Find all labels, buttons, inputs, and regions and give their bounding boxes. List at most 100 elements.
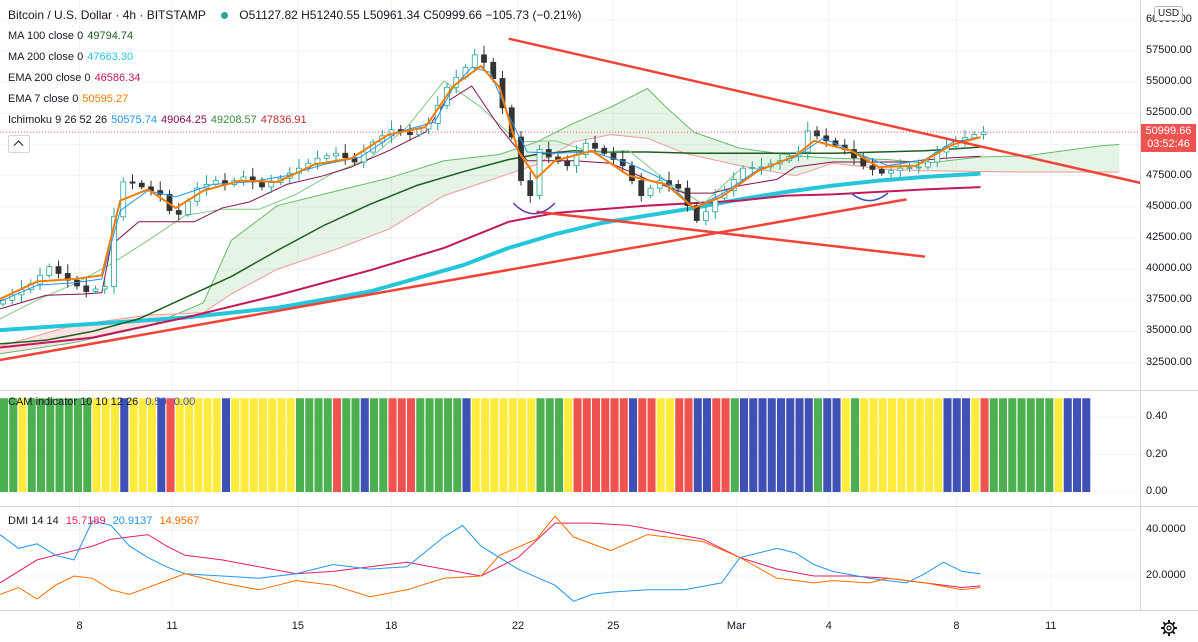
time-axis-label: 22 xyxy=(511,620,525,632)
cam-value: 0.00 xyxy=(173,396,196,408)
cam-bar xyxy=(240,398,249,492)
cam-bar xyxy=(259,398,268,492)
price-axis-label: 45000.00 xyxy=(1146,199,1192,212)
cam-bar xyxy=(573,398,582,492)
cam-bar xyxy=(9,398,18,492)
cam-bar xyxy=(277,398,286,492)
price-axis-label: 37500.00 xyxy=(1146,293,1192,306)
cam-bar xyxy=(92,398,101,492)
pane-separator[interactable] xyxy=(0,506,1198,507)
candle-body xyxy=(878,169,885,174)
indicator-value: 49208.57 xyxy=(210,114,257,126)
main-plot-area xyxy=(0,37,1140,362)
senkou-span-b-line xyxy=(0,134,1120,347)
candle-body xyxy=(46,266,53,276)
time-axis-label: 8 xyxy=(953,620,960,632)
ichimoku-cloud xyxy=(180,88,1120,314)
currency-badge[interactable]: USD xyxy=(1154,6,1184,21)
cam-bar xyxy=(231,398,240,492)
cam-bar xyxy=(323,398,332,492)
cam-bar xyxy=(416,398,425,492)
indicator-value: 49794.74 xyxy=(87,30,134,42)
trendline xyxy=(0,198,907,362)
cam-bar xyxy=(693,398,702,492)
candle-body xyxy=(869,165,876,170)
cam-bar xyxy=(453,398,462,492)
gear-icon[interactable] xyxy=(1160,619,1178,637)
cam-bar xyxy=(712,398,721,492)
collapse-legend-button[interactable] xyxy=(8,135,30,153)
indicator-value: 46586.34 xyxy=(94,72,141,84)
cam-bar xyxy=(471,398,480,492)
candle-body xyxy=(915,166,922,169)
candle-body xyxy=(592,142,598,149)
last-price-tag: 50999.66 03:52:46 xyxy=(1141,124,1196,153)
candle-body xyxy=(314,157,321,164)
time-axis-border xyxy=(0,610,1198,611)
dmi-value: 20.9137 xyxy=(112,515,153,527)
cam-bar xyxy=(878,398,887,492)
time-axis-label: Mar xyxy=(726,620,746,632)
cam-bar xyxy=(545,398,554,492)
indicator-legend-row[interactable]: EMA 200 close 0 46586.34 xyxy=(8,71,140,85)
cam-bar xyxy=(249,398,258,492)
cam-bar xyxy=(101,398,110,492)
dmi-pane xyxy=(0,515,981,602)
cam-bar xyxy=(656,398,665,492)
candle-body xyxy=(647,187,654,197)
dmi-legend[interactable]: DMI 14 14 15.7189 20.9137 14.9567 xyxy=(8,514,199,528)
cam-axis-label: 0.00 xyxy=(1146,485,1168,497)
indicator-legend-row[interactable]: Ichimoku 9 26 52 26 50575.74 49064.25 49208… xyxy=(8,113,307,127)
candle-body xyxy=(906,167,913,169)
candle-body xyxy=(693,205,700,221)
cam-bar xyxy=(407,398,416,492)
cam-bar xyxy=(499,398,508,492)
price-axis-label: 35000.00 xyxy=(1146,324,1192,337)
candle-body xyxy=(666,180,672,185)
candle-body xyxy=(638,180,645,197)
candle-body xyxy=(92,288,99,292)
cam-bar xyxy=(305,398,314,492)
cam-bar xyxy=(175,398,184,492)
time-axis-label: 15 xyxy=(291,620,304,632)
cam-bar xyxy=(444,398,453,492)
indicator-label: EMA 200 close 0 xyxy=(8,72,91,84)
cam-value: 0.50 xyxy=(145,396,167,408)
cam-bar xyxy=(18,398,27,492)
cam-bar xyxy=(823,398,832,492)
cam-bar xyxy=(342,398,351,492)
cam-bar xyxy=(157,398,166,492)
pane-separator[interactable] xyxy=(0,390,1198,391)
cam-bar xyxy=(490,398,499,492)
cam-axis-label: 0.40 xyxy=(1146,410,1168,422)
candle-body xyxy=(129,181,136,184)
indicator-value: 49064.25 xyxy=(160,114,207,126)
candle-body xyxy=(55,266,62,274)
cam-legend[interactable]: CAM indicator 10 10 12 26 0.50 0.00 xyxy=(8,395,195,409)
lagging-span-line xyxy=(0,80,741,320)
cam-bar xyxy=(952,398,961,492)
cam-bar xyxy=(999,398,1008,492)
indicator-legend-row[interactable]: MA 100 close 0 49794.74 xyxy=(8,29,133,43)
cam-bar xyxy=(629,398,638,492)
indicator-legend-row[interactable]: EMA 7 close 0 50595.27 xyxy=(8,92,128,106)
indicator-label: Ichimoku 9 26 52 26 xyxy=(8,114,108,126)
indicator-legend-row[interactable]: MA 200 close 0 47663.30 xyxy=(8,50,133,64)
cam-label: CAM indicator 10 10 12 26 xyxy=(8,396,139,408)
cam-bar xyxy=(1017,398,1026,492)
cam-bar xyxy=(832,398,841,492)
pattern-arc xyxy=(512,202,556,215)
cam-bar xyxy=(749,398,758,492)
cam-bar xyxy=(703,398,712,492)
cam-bar xyxy=(360,398,369,492)
cam-axis-label: 0.20 xyxy=(1146,447,1168,460)
candle-body xyxy=(712,197,719,213)
candle-body xyxy=(268,182,275,188)
price-axis-label: 55000.00 xyxy=(1146,75,1192,88)
candle-body xyxy=(564,160,571,167)
cam-bar xyxy=(74,398,83,492)
symbol-legend[interactable]: Bitcoin / U.S. Dollar · 4h · BITSTAMP O5… xyxy=(8,8,581,22)
candle-body xyxy=(897,167,904,172)
dmi-value: 15.7189 xyxy=(65,515,106,527)
